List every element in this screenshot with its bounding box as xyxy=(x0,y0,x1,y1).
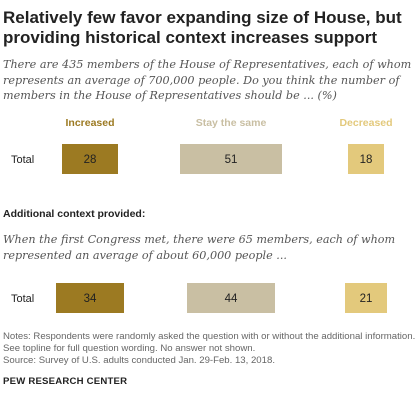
column-header-decreased: Decreased xyxy=(339,117,392,129)
column-header-increased: Increased xyxy=(65,117,114,129)
chart-context: Total 34 44 21 xyxy=(11,283,387,313)
bar-decreased-chart1 xyxy=(348,144,384,174)
bar-value-decreased-chart2: 21 xyxy=(360,293,373,305)
bar-value-increased-chart1: 28 xyxy=(84,154,97,166)
question-text: There are 435 members of the House of Re… xyxy=(3,58,412,102)
bar-value-stay-the-same-chart1: 51 xyxy=(225,154,238,166)
bar-decreased-chart2 xyxy=(345,283,387,313)
bar-value-increased-chart2: 34 xyxy=(84,293,97,305)
context-subhead: Additional context provided: xyxy=(3,208,146,220)
row-label-total: Total xyxy=(11,154,34,166)
column-headers: Increased Stay the same Decreased xyxy=(65,117,392,129)
bar-value-stay-the-same-chart2: 44 xyxy=(225,293,238,305)
brand-logo-text: PEW RESEARCH CENTER xyxy=(3,376,128,387)
column-header-stay-the-same: Stay the same xyxy=(196,117,267,129)
chart-title: Relatively few favor expanding size of H… xyxy=(3,8,402,47)
chart-source: Source: Survey of U.S. adults conducted … xyxy=(3,355,275,366)
bar-increased-chart2 xyxy=(56,283,124,313)
bar-stay-the-same-chart1 xyxy=(180,144,282,174)
chart-original: Total 28 51 18 xyxy=(11,144,384,174)
row-label-total: Total xyxy=(11,293,34,305)
chart-note: Notes: Respondents were randomly asked t… xyxy=(3,331,416,354)
bar-increased-chart1 xyxy=(62,144,118,174)
bar-value-decreased-chart1: 18 xyxy=(360,154,373,166)
bar-stay-the-same-chart2 xyxy=(187,283,275,313)
context-question-text: When the first Congress met, there were … xyxy=(3,233,396,262)
